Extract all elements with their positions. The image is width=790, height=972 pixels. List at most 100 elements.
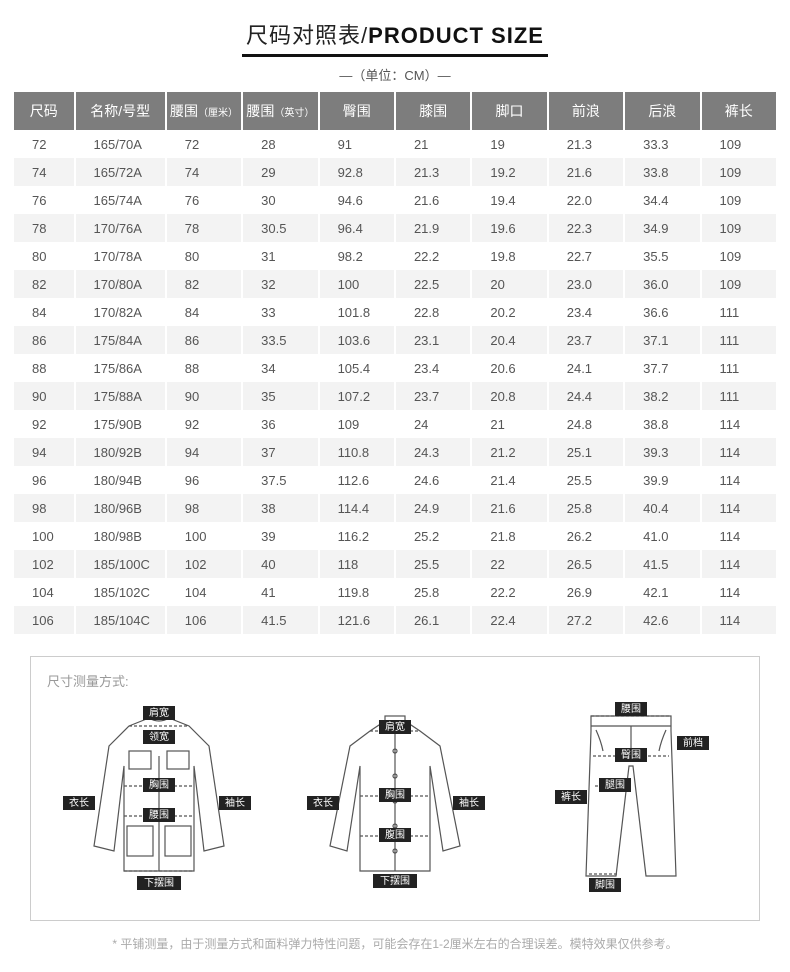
title-en: PRODUCT SIZE	[368, 23, 544, 48]
cell: 33.8	[625, 158, 699, 186]
cell: 109	[702, 186, 776, 214]
cell: 34	[243, 354, 317, 382]
cell: 86	[14, 326, 74, 354]
cell: 22.8	[396, 298, 470, 326]
cell: 27.2	[549, 606, 623, 634]
cell: 39	[243, 522, 317, 550]
label-shoulder: 肩宽	[149, 706, 169, 719]
cell: 114.4	[320, 494, 394, 522]
table-row: 90175/88A9035107.223.720.824.438.2111	[14, 382, 776, 410]
cell: 94.6	[320, 186, 394, 214]
cell: 25.8	[396, 578, 470, 606]
col-header: 腰围（厘米）	[167, 92, 241, 130]
cell: 170/80A	[76, 270, 165, 298]
title-cn: 尺码对照表/	[246, 23, 368, 48]
table-row: 96180/94B9637.5112.624.621.425.539.9114	[14, 466, 776, 494]
diagram-title: 尺寸测量方式:	[47, 671, 749, 690]
cell: 72	[167, 130, 241, 158]
cell: 20.6	[472, 354, 546, 382]
cell: 25.5	[396, 550, 470, 578]
cell: 28	[243, 130, 317, 158]
footnote: * 平铺测量，由于测量方式和面料弹力特性问题，可能会存在1-2厘米左右的合理误差…	[0, 935, 790, 952]
cell: 109	[702, 214, 776, 242]
cell: 100	[320, 270, 394, 298]
cell: 39.9	[625, 466, 699, 494]
col-header: 尺码	[14, 92, 74, 130]
col-header: 裤长	[702, 92, 776, 130]
cell: 33.3	[625, 130, 699, 158]
cell: 91	[320, 130, 394, 158]
table-row: 100180/98B10039116.225.221.826.241.0114	[14, 522, 776, 550]
cell: 165/70A	[76, 130, 165, 158]
cell: 24.6	[396, 466, 470, 494]
cell: 185/104C	[76, 606, 165, 634]
cell: 25.5	[549, 466, 623, 494]
label-hem2: 下摆围	[380, 874, 410, 887]
cell: 78	[14, 214, 74, 242]
cell: 111	[702, 326, 776, 354]
cell: 109	[702, 130, 776, 158]
cell: 78	[167, 214, 241, 242]
cell: 35.5	[625, 242, 699, 270]
table-row: 78170/76A7830.596.421.919.622.334.9109	[14, 214, 776, 242]
cell: 165/74A	[76, 186, 165, 214]
cell: 41.5	[243, 606, 317, 634]
cell: 84	[14, 298, 74, 326]
label-hem: 下摆围	[144, 876, 174, 889]
table-row: 104185/102C10441119.825.822.226.942.1114	[14, 578, 776, 606]
cell: 19.6	[472, 214, 546, 242]
cell: 106	[167, 606, 241, 634]
cell: 114	[702, 494, 776, 522]
cell: 90	[14, 382, 74, 410]
cell: 22.0	[549, 186, 623, 214]
cell: 101.8	[320, 298, 394, 326]
label-collar: 领宽	[149, 730, 169, 743]
cell: 30.5	[243, 214, 317, 242]
cell: 103.6	[320, 326, 394, 354]
cell: 40	[243, 550, 317, 578]
table-row: 98180/96B9838114.424.921.625.840.4114	[14, 494, 776, 522]
cell: 105.4	[320, 354, 394, 382]
cell: 102	[167, 550, 241, 578]
cell: 180/92B	[76, 438, 165, 466]
cell: 180/96B	[76, 494, 165, 522]
cell: 21.3	[549, 130, 623, 158]
cell: 34.9	[625, 214, 699, 242]
cell: 35	[243, 382, 317, 410]
cell: 23.4	[549, 298, 623, 326]
label-sleeve2: 袖长	[459, 796, 479, 809]
cell: 175/86A	[76, 354, 165, 382]
cell: 38.2	[625, 382, 699, 410]
cell: 22.2	[472, 578, 546, 606]
cell: 23.1	[396, 326, 470, 354]
cell: 84	[167, 298, 241, 326]
cell: 98.2	[320, 242, 394, 270]
cell: 36	[243, 410, 317, 438]
cell: 175/84A	[76, 326, 165, 354]
cell: 100	[167, 522, 241, 550]
cell: 116.2	[320, 522, 394, 550]
cell: 23.7	[396, 382, 470, 410]
table-row: 94180/92B9437110.824.321.225.139.3114	[14, 438, 776, 466]
measurement-diagram-box: 尺寸测量方式: 肩宽 领宽 胸围	[30, 656, 760, 921]
cell: 121.6	[320, 606, 394, 634]
cell: 42.6	[625, 606, 699, 634]
cell: 86	[167, 326, 241, 354]
cell: 19.8	[472, 242, 546, 270]
cell: 21.9	[396, 214, 470, 242]
cell: 96.4	[320, 214, 394, 242]
cell: 38.8	[625, 410, 699, 438]
cell: 114	[702, 550, 776, 578]
cell: 104	[14, 578, 74, 606]
col-header: 前浪	[549, 92, 623, 130]
cell: 74	[167, 158, 241, 186]
table-row: 86175/84A8633.5103.623.120.423.737.1111	[14, 326, 776, 354]
cell: 170/78A	[76, 242, 165, 270]
table-row: 84170/82A8433101.822.820.223.436.6111	[14, 298, 776, 326]
cell: 37.5	[243, 466, 317, 494]
cell: 32	[243, 270, 317, 298]
cell: 36.0	[625, 270, 699, 298]
cell: 20.2	[472, 298, 546, 326]
cell: 165/72A	[76, 158, 165, 186]
cell: 26.5	[549, 550, 623, 578]
